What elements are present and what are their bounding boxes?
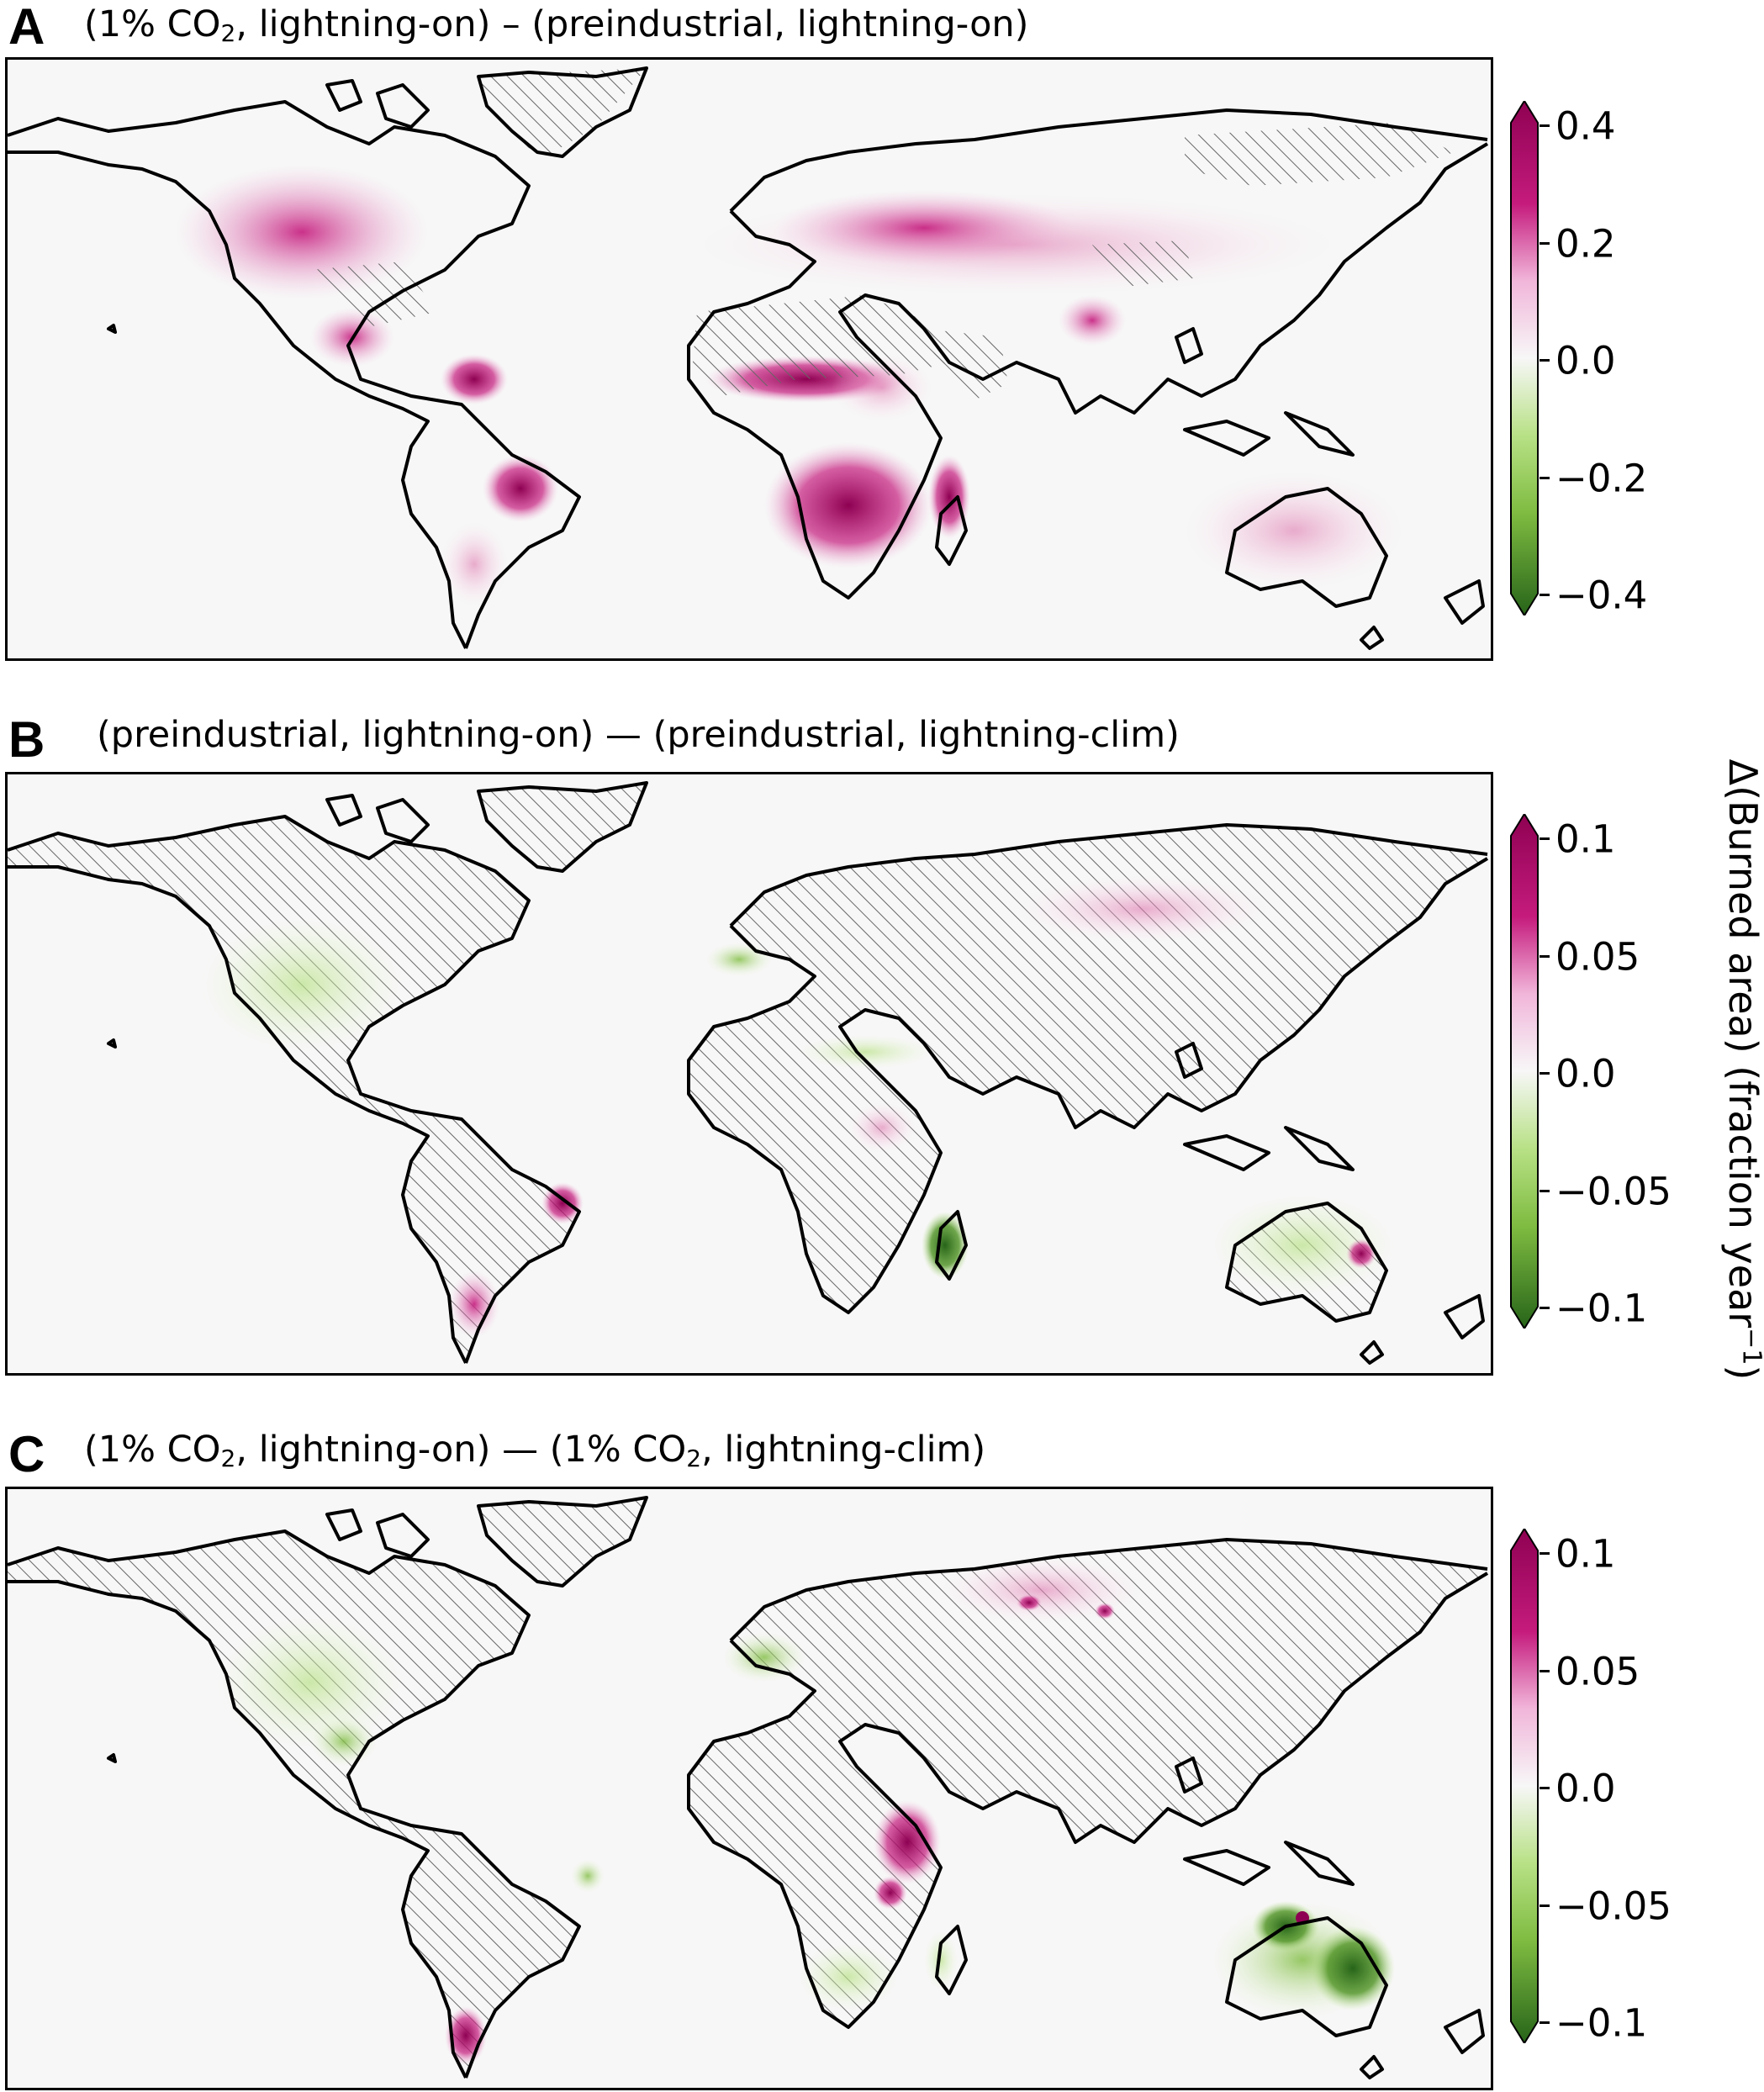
panel-c-tick-label: 0.1 [1555,1531,1616,1577]
panel-b-title: (preindustrial, lightning-on) — (preindu… [97,714,1180,756]
panel-c-tick-4 [1540,1904,1550,1907]
panel-b-tick-2 [1540,955,1550,958]
panel-a-tick-label: 0.0 [1555,338,1616,383]
colorbar-title: Δ(Burned area) (fraction year−1) [1720,758,1764,1381]
panel-c-title: (1% CO2, lightning-on) — (1% CO2, lightn… [84,1429,986,1472]
panel-a-tick-label: −0.2 [1555,456,1648,501]
panel-b-tick-1 [1540,837,1550,840]
panel-b-tick-label: −0.05 [1555,1169,1672,1214]
panel-c-letter: C [8,1426,45,1482]
panel-b-anomalies [201,875,1395,1338]
panel-c-tick-3 [1540,1787,1550,1789]
panel-a-map [5,57,1493,661]
panel-c-tick-label: −0.1 [1555,2000,1648,2046]
panel-b-coastlines [8,781,1489,1365]
panel-b-tick-3 [1540,1072,1550,1075]
panel-c-tick-label: 0.05 [1555,1649,1640,1694]
panel-a-tick-2 [1540,242,1550,245]
panel-b-letter: B [8,711,45,768]
panel-a-tick-label: 0.4 [1555,103,1616,149]
panel-c-tick-label: −0.05 [1555,1883,1672,1929]
panel-b-tick-label: 0.05 [1555,934,1640,980]
panel-b-colorbar [1509,812,1540,1330]
panel-a-tick-label: 0.2 [1555,221,1616,267]
panel-c-map [5,1487,1493,2090]
panel-b-tick-4 [1540,1190,1550,1192]
panel-b-tick-label: 0.1 [1555,816,1616,862]
panel-b-map [5,772,1493,1376]
panel-a-hatch [310,68,1454,400]
panel-a-tick-3 [1540,359,1550,362]
panel-c-tick-1 [1540,1552,1550,1555]
panel-c-anomalies [218,1556,1395,2065]
panel-a-tick-label: −0.4 [1555,573,1648,618]
panel-a-letter: A [8,0,45,55]
panel-b-tick-label: 0.0 [1555,1051,1616,1096]
panel-a-title: (1% CO2, lightning-on) – (preindustrial,… [84,3,1029,47]
panel-c-tick-5 [1540,2021,1550,2024]
panel-c-tick-label: 0.0 [1555,1766,1616,1811]
panel-a-coastlines [8,66,1489,650]
panel-b-tick-label: −0.1 [1555,1286,1648,1331]
panel-c-tick-2 [1540,1670,1550,1672]
panel-a-colorbar [1509,99,1540,617]
panel-a-tick-5 [1540,594,1550,596]
panel-a-tick-4 [1540,477,1550,479]
panel-b-tick-5 [1540,1307,1550,1309]
panel-c-colorbar [1509,1527,1540,2045]
panel-c-coastlines [8,1496,1489,2079]
panel-a-tick-1 [1540,124,1550,127]
